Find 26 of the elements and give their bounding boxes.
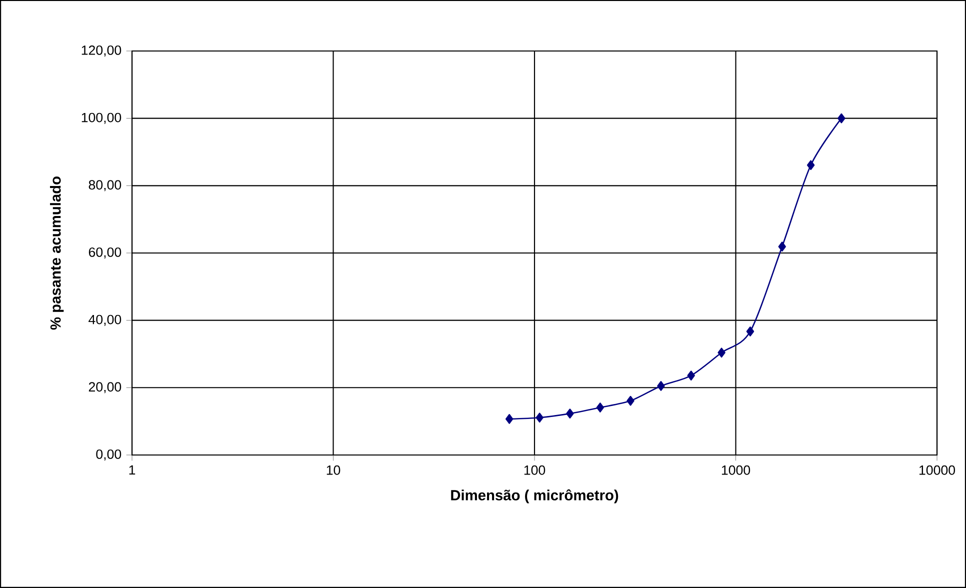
- y-tick-label: 20,00: [88, 382, 122, 394]
- point: [778, 242, 786, 252]
- point: [746, 326, 754, 336]
- y-tick-label: 100,00: [82, 112, 122, 124]
- x-tick-label: 1000: [722, 465, 750, 475]
- x-axis-title: Dimensão ( micrômetro): [451, 489, 618, 504]
- point: [596, 402, 604, 412]
- y-tick-label: 80,00: [88, 180, 122, 192]
- x-tick-label: 100: [524, 465, 546, 475]
- x-tick-label: 10: [326, 465, 340, 475]
- point: [718, 348, 726, 358]
- point: [566, 408, 574, 419]
- y-tick-label: 0,00: [96, 449, 122, 461]
- x-tick-label: 10000: [919, 465, 956, 475]
- y-tick-label: 40,00: [88, 314, 122, 326]
- point: [838, 113, 846, 124]
- point: [806, 160, 815, 170]
- point: [536, 412, 544, 423]
- y-axis-title: % pasante acumulado: [50, 176, 64, 330]
- y-tick-label: 120,00: [82, 45, 122, 57]
- point: [505, 414, 514, 424]
- point: [626, 396, 634, 406]
- point: [687, 370, 695, 380]
- x-tick-label: 1: [129, 465, 136, 475]
- point: [657, 381, 665, 391]
- y-tick-label: 60,00: [88, 247, 122, 259]
